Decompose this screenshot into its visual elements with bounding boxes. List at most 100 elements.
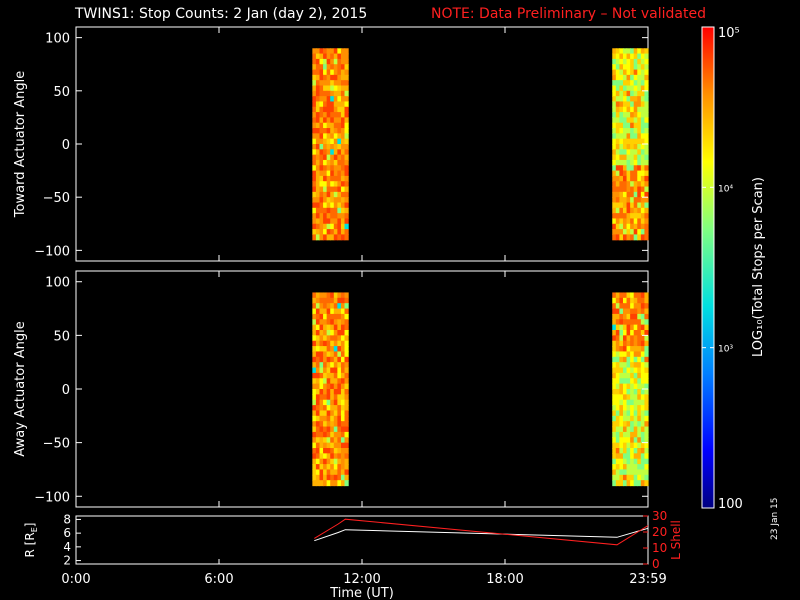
heatmap-cell	[330, 85, 335, 92]
heatmap-cell	[326, 292, 331, 299]
heatmap-cell	[337, 106, 342, 113]
heatmap-cell	[644, 351, 649, 358]
heatmap-cell	[633, 106, 638, 113]
heatmap-cell	[612, 170, 617, 177]
heatmap-cell	[330, 101, 335, 108]
heatmap-cell	[323, 122, 328, 129]
heatmap-cell	[637, 181, 642, 188]
heatmap-cell	[319, 399, 324, 406]
heatmap-cell	[312, 144, 317, 150]
heatmap-cell	[615, 229, 620, 236]
heatmap-cell	[640, 138, 646, 145]
heatmap-cell	[622, 170, 628, 177]
heatmap-cell	[344, 128, 349, 134]
heatmap-cell	[333, 362, 338, 369]
heatmap-cell	[312, 405, 317, 412]
heatmap-cell	[644, 218, 649, 225]
heatmap-cell	[619, 464, 624, 471]
heatmap-cell	[344, 474, 349, 481]
heatmap-cell	[312, 117, 317, 124]
heatmap-cell	[644, 453, 649, 460]
heatmap-cell	[312, 437, 317, 444]
heatmap-cell	[612, 415, 617, 422]
heatmap-cell	[644, 74, 649, 81]
heatmap-cell	[637, 389, 642, 395]
heatmap-cell	[315, 112, 321, 119]
heatmap-cell	[612, 64, 617, 71]
heatmap-cell	[326, 453, 331, 460]
heatmap-cell	[340, 346, 346, 353]
heatmap-cell	[626, 437, 631, 444]
heatmap-cell	[644, 165, 649, 172]
heatmap-cell	[633, 159, 638, 166]
heatmap-cell	[640, 181, 646, 188]
heatmap-cell	[644, 213, 649, 220]
panel-orbit-lines	[314, 518, 649, 546]
heatmap-cell	[637, 186, 642, 193]
heatmap-cell	[633, 133, 638, 140]
heatmap-cell	[615, 234, 620, 241]
heatmap-cell	[323, 64, 328, 71]
heatmap-cell	[319, 112, 324, 119]
heatmap-cell	[630, 175, 635, 182]
heatmap-cell	[319, 330, 324, 336]
heatmap-cell	[640, 421, 646, 428]
heatmap-cell	[326, 372, 331, 379]
heatmap-cell	[612, 405, 617, 412]
heatmap-cell	[330, 80, 335, 87]
heatmap-cell	[323, 453, 328, 460]
heatmap-cell	[619, 159, 624, 166]
heatmap-cell	[622, 202, 628, 209]
heatmap-cell	[323, 303, 328, 310]
heatmap-cell	[333, 175, 338, 182]
heatmap-cell	[622, 229, 628, 236]
heatmap-cell	[633, 53, 638, 60]
heatmap-cell	[333, 197, 338, 204]
heatmap-cell	[633, 117, 638, 124]
heatmap-cell	[333, 351, 338, 358]
heatmap-cell	[640, 297, 646, 304]
heatmap-cell	[315, 181, 321, 188]
heatmap-cell	[633, 101, 638, 108]
heatmap-cell	[312, 106, 317, 113]
heatmap-cell	[644, 117, 649, 124]
heatmap-cell	[323, 340, 328, 347]
heatmap-cell	[315, 144, 321, 150]
heatmap-cell	[619, 48, 624, 55]
heatmap-cell	[622, 101, 628, 108]
heatmap-cell	[315, 128, 321, 134]
heatmap-cell	[323, 335, 328, 342]
heatmap-cell	[337, 181, 342, 188]
heatmap-cell	[633, 474, 638, 481]
heatmap-cell	[626, 356, 631, 363]
heatmap-cell	[612, 90, 617, 97]
heatmap-cell	[637, 431, 642, 438]
panel-away: 100 50 0 −50 −100 Away Actuator Angle	[13, 270, 649, 508]
heatmap-cell	[637, 229, 642, 236]
heatmap-cell	[626, 351, 631, 358]
heatmap-cell	[326, 223, 331, 230]
heatmap-cell	[626, 74, 631, 81]
heatmap-cell	[323, 362, 328, 369]
heatmap-cell	[326, 197, 331, 204]
heatmap-cell	[323, 389, 328, 395]
heatmap-cell	[344, 362, 349, 369]
heatmap-cell	[319, 335, 324, 342]
heatmap-cell	[344, 340, 349, 347]
heatmap-cell	[630, 431, 635, 438]
heatmap-cell	[312, 426, 317, 433]
heatmap-cell	[315, 165, 321, 172]
heatmap-cell	[622, 297, 628, 304]
heatmap-cell	[622, 80, 628, 87]
heatmap-cell	[344, 346, 349, 353]
heatmap-cell	[312, 297, 317, 304]
heatmap-cell	[640, 367, 646, 374]
heatmap-cell	[333, 474, 338, 481]
heatmap-cell	[326, 335, 331, 342]
heatmap-cell	[337, 346, 342, 353]
heatmap-cell	[633, 330, 638, 336]
heatmap-cell	[626, 229, 631, 236]
heatmap-cell	[315, 74, 321, 81]
